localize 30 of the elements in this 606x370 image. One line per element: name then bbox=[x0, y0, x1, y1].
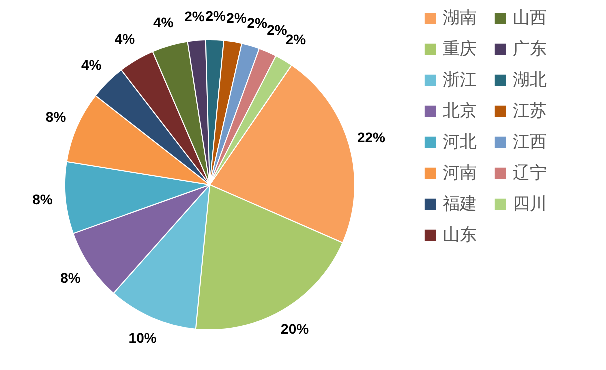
legend-label: 河北 bbox=[443, 132, 477, 152]
data-label: 20% bbox=[281, 320, 310, 337]
legend-label: 湖北 bbox=[513, 70, 547, 90]
legend-label: 广东 bbox=[513, 40, 547, 60]
legend-label: 辽宁 bbox=[513, 164, 547, 184]
data-label: 2% bbox=[206, 8, 226, 24]
legend-label: 福建 bbox=[443, 194, 477, 214]
data-label: 22% bbox=[357, 130, 386, 146]
data-label: 4% bbox=[81, 56, 102, 73]
legend-label: 北京 bbox=[443, 102, 477, 122]
data-label: 10% bbox=[128, 330, 158, 346]
data-label: 8% bbox=[60, 270, 82, 286]
legend-label: 江苏 bbox=[513, 102, 547, 122]
legend-label: 山西 bbox=[513, 8, 547, 29]
legend-label: 浙江 bbox=[443, 70, 477, 90]
data-label: 8% bbox=[46, 108, 67, 125]
legend-label: 河南 bbox=[443, 164, 477, 184]
legend-label: 四川 bbox=[513, 194, 547, 214]
data-label: 2% bbox=[286, 32, 307, 48]
legend-label: 重庆 bbox=[443, 40, 477, 60]
data-label: 8% bbox=[32, 191, 54, 208]
data-label: 2% bbox=[247, 14, 268, 31]
data-label: 4% bbox=[154, 14, 174, 31]
data-label: 2% bbox=[226, 10, 248, 26]
legend-label: 湖南 bbox=[443, 8, 477, 29]
data-label: 4% bbox=[114, 31, 136, 48]
data-label: 2% bbox=[267, 22, 288, 38]
legend-label: 山东 bbox=[443, 226, 477, 246]
legend-label: 江西 bbox=[513, 132, 547, 152]
data-label: 2% bbox=[184, 8, 206, 25]
